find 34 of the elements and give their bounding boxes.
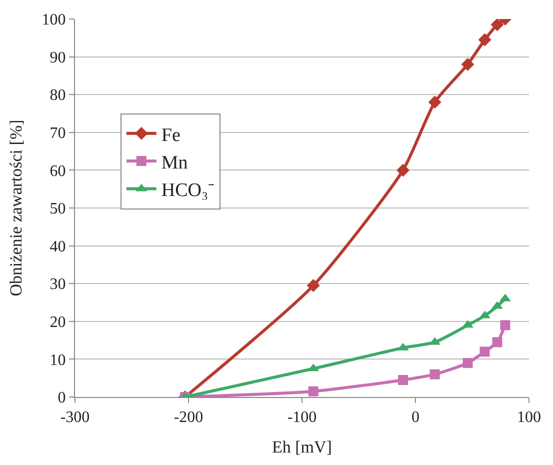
point (308, 386, 318, 396)
point (430, 369, 440, 380)
x-tick-label: -100 (287, 409, 317, 426)
y-tick-label: 60 (50, 162, 66, 180)
y-tick-label: 0 (58, 390, 66, 407)
legend-label: Fe (161, 124, 180, 146)
point (480, 346, 490, 357)
point (306, 278, 320, 292)
x-tick-label: 100 (517, 409, 541, 426)
y-tick-label: 40 (50, 238, 66, 256)
legend-label: HCO₃⁻ (161, 180, 214, 202)
y-axis-title: Obniżenie zawartości [%] (6, 120, 26, 296)
x-tick-label: -200 (174, 409, 204, 426)
point (478, 33, 492, 46)
point (490, 19, 504, 32)
point (428, 96, 442, 109)
point (500, 320, 510, 330)
x-tick-label: 0 (412, 409, 420, 426)
point (492, 337, 502, 348)
y-tick-label: 70 (50, 125, 66, 142)
y-tick-label: 80 (50, 87, 66, 104)
x-axis-title: Eh [mV] (272, 438, 332, 457)
point (398, 374, 408, 385)
y-tick-label: 100 (42, 12, 66, 29)
point (462, 358, 473, 368)
legend-label: Mn (161, 152, 188, 174)
point (461, 58, 474, 71)
x-tick-label: -300 (60, 409, 90, 426)
y-tick-label: 30 (50, 276, 66, 294)
y-tick-label: 50 (50, 200, 66, 218)
point (396, 164, 410, 177)
y-tick-label: 20 (50, 314, 66, 331)
y-tick-label: 90 (50, 49, 66, 66)
y-tick-label: 10 (50, 352, 66, 369)
